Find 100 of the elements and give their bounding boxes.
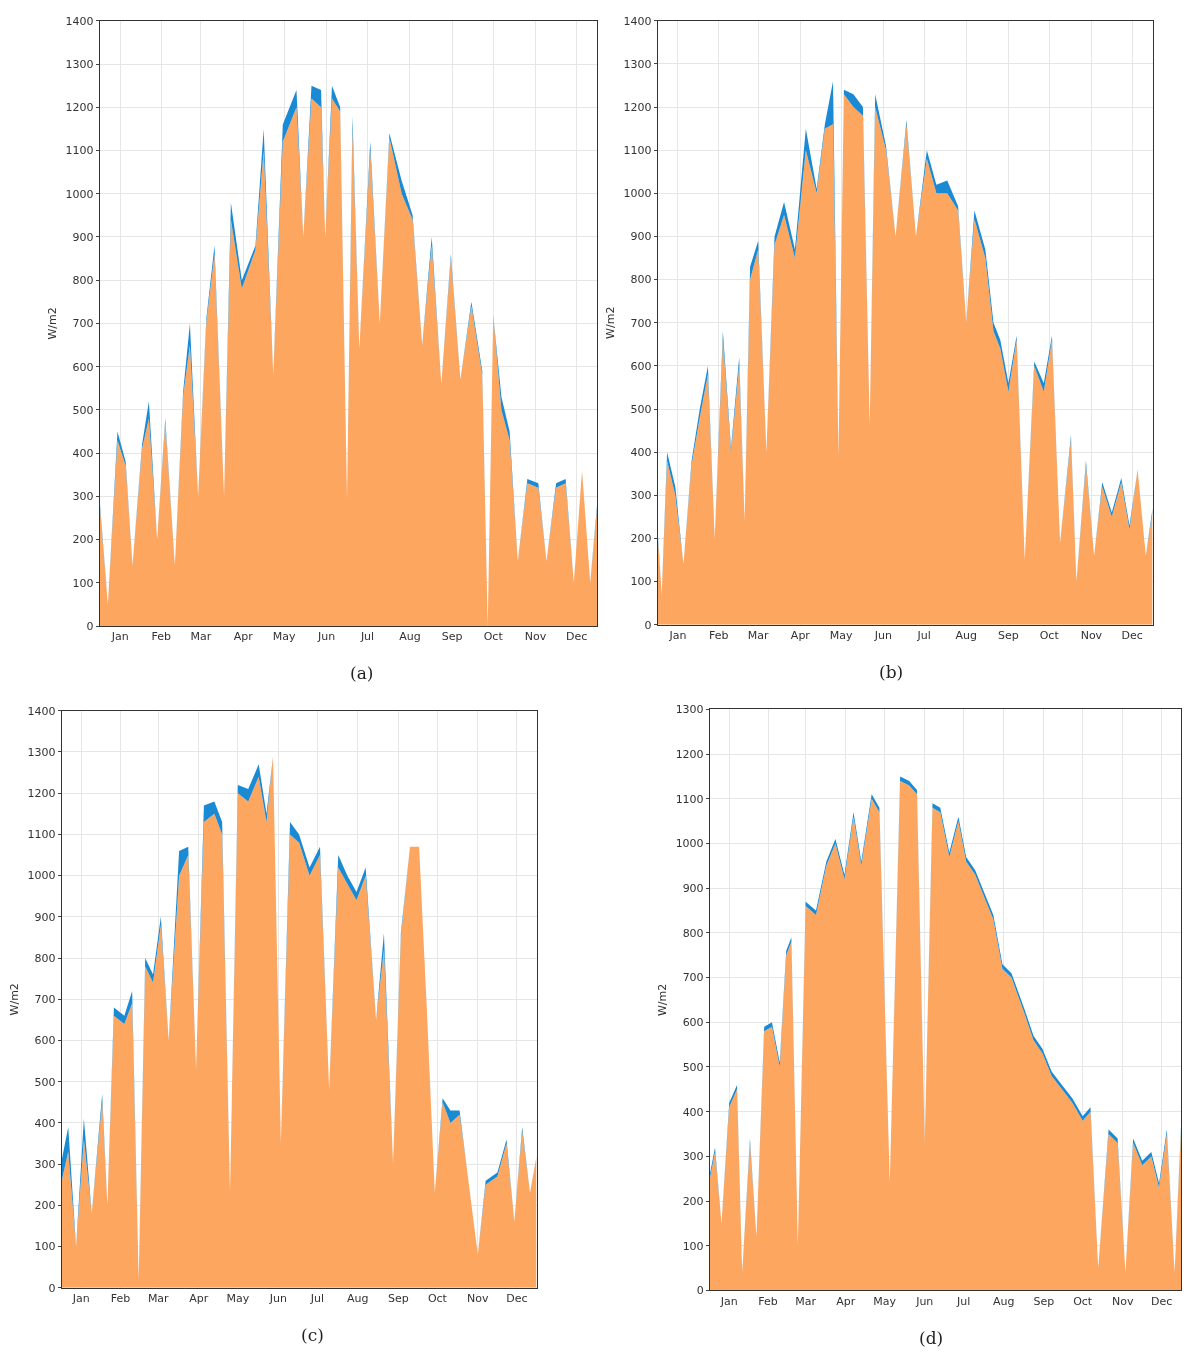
y-tick-label: 1200 <box>27 787 56 801</box>
y-tick-label: 1100 <box>675 792 704 806</box>
x-tick-label: Jan <box>719 1294 738 1308</box>
x-tick-label: Apr <box>189 1291 209 1305</box>
x-tick-label: Oct <box>427 1291 448 1305</box>
y-tick-label: 1400 <box>623 14 652 28</box>
x-tick-label: Jul <box>916 628 931 642</box>
y-tick-label: 1000 <box>27 869 56 883</box>
x-tick-label: Feb <box>758 1294 778 1308</box>
y-tick-label: 900 <box>682 882 704 896</box>
y-tick-label: 1300 <box>675 703 704 717</box>
y-tick-label: 400 <box>630 446 652 460</box>
x-tick-label: Dec <box>1121 628 1143 642</box>
x-tick-label: Aug <box>347 1291 369 1305</box>
y-tick-label: 1000 <box>675 837 704 851</box>
x-tick-label: Oct <box>483 630 504 644</box>
y-tick-label: 600 <box>72 360 94 374</box>
y-tick-label: 800 <box>630 273 652 287</box>
y-tick-label: 600 <box>34 1034 56 1048</box>
y-tick-label: 100 <box>630 575 652 589</box>
y-tick-label: 0 <box>644 618 652 632</box>
x-tick-label: Mar <box>190 630 212 644</box>
y-tick-label: 200 <box>630 532 652 546</box>
x-tick-label: Apr <box>836 1294 856 1308</box>
y-tick-label: 800 <box>682 926 704 940</box>
y-tick-label: 1000 <box>623 187 652 201</box>
x-tick-label: May <box>829 628 854 642</box>
x-tick-label: Sep <box>387 1291 409 1305</box>
y-tick-label: 300 <box>630 489 652 503</box>
y-tick-label: 400 <box>34 1116 56 1130</box>
y-tick-label: 300 <box>682 1150 704 1164</box>
y-tick-label: 900 <box>72 230 94 244</box>
y-tick-label: 1100 <box>623 144 652 158</box>
x-tick-label: Nov <box>1080 628 1103 642</box>
y-tick-label: 1200 <box>65 101 94 115</box>
y-tick-label: 300 <box>72 490 94 504</box>
y-tick-label: 1300 <box>623 57 652 71</box>
y-tick-label: 1300 <box>27 745 56 759</box>
y-tick-label: 400 <box>72 446 94 460</box>
y-tick-label: 800 <box>34 951 56 965</box>
text: (a) <box>350 663 374 683</box>
y-tick-label: 900 <box>34 910 56 924</box>
x-tick-label: Dec <box>506 1291 528 1305</box>
x-tick-label: Jul <box>359 630 375 644</box>
y-tick-label: 100 <box>72 576 94 590</box>
x-tick-label: Jul <box>955 1294 971 1308</box>
x-tick-label: Jan <box>110 630 129 644</box>
x-tick-label: Oct <box>1039 628 1060 642</box>
text: (d) <box>919 1328 944 1348</box>
x-tick-label: Nov <box>524 630 547 644</box>
y-tick-label: 100 <box>34 1240 56 1254</box>
x-tick-label: Jul <box>309 1291 325 1305</box>
y-tick-label: 200 <box>34 1199 56 1213</box>
y-axis-title: W/m2 <box>46 307 60 340</box>
y-tick-label: 1400 <box>65 14 94 28</box>
x-tick-label: Aug <box>992 1294 1015 1308</box>
y-tick-label: 1000 <box>65 187 94 201</box>
x-tick-label: Mar <box>795 1294 817 1308</box>
x-tick-label: May <box>873 1294 897 1308</box>
y-axis-title: W/m2 <box>8 983 22 1016</box>
x-tick-label: Sep <box>998 628 1019 642</box>
y-tick-label: 900 <box>630 230 652 244</box>
y-axis-title: W/m2 <box>656 983 670 1017</box>
x-tick-label: May <box>226 1291 250 1305</box>
x-tick-label: Apr <box>790 628 811 642</box>
y-tick-label: 600 <box>630 359 652 373</box>
x-tick-label: Dec <box>1151 1294 1173 1308</box>
y-tick-label: 1200 <box>623 100 652 114</box>
x-tick-label: Jan <box>71 1291 90 1305</box>
x-tick-label: Jan <box>668 628 687 642</box>
x-tick-label: Nov <box>467 1291 490 1305</box>
x-tick-label: Jun <box>268 1291 287 1305</box>
x-tick-label: Oct <box>1073 1294 1093 1308</box>
x-tick-label: Feb <box>709 628 729 642</box>
text: (b) <box>879 662 904 682</box>
x-tick-label: May <box>272 630 297 644</box>
y-tick-label: 0 <box>696 1284 704 1298</box>
y-tick-label: 500 <box>34 1075 56 1089</box>
y-tick-label: 200 <box>682 1194 704 1208</box>
y-tick-label: 100 <box>682 1239 704 1253</box>
y-tick-label: 700 <box>682 971 704 985</box>
x-tick-label: Jun <box>316 630 336 644</box>
y-tick-label: 1100 <box>65 144 94 158</box>
y-tick-label: 300 <box>34 1157 56 1171</box>
y-tick-label: 500 <box>72 403 94 417</box>
y-tick-label: 500 <box>630 402 652 416</box>
text: (c) <box>301 1325 324 1345</box>
x-tick-label: Mar <box>747 628 770 642</box>
y-tick-label: 800 <box>72 274 94 288</box>
x-tick-label: Jun <box>915 1294 934 1308</box>
y-tick-label: 600 <box>682 1016 704 1030</box>
y-tick-label: 700 <box>630 316 652 330</box>
x-tick-label: Feb <box>110 1291 131 1305</box>
y-axis-title: W/m2 <box>604 306 618 339</box>
y-tick-label: 400 <box>682 1105 704 1119</box>
y-tick-label: 1100 <box>27 828 56 842</box>
x-tick-label: Sep <box>1033 1294 1055 1308</box>
x-tick-label: Dec <box>565 630 588 644</box>
x-tick-label: Mar <box>147 1291 170 1305</box>
y-tick-label: 1400 <box>27 704 56 718</box>
